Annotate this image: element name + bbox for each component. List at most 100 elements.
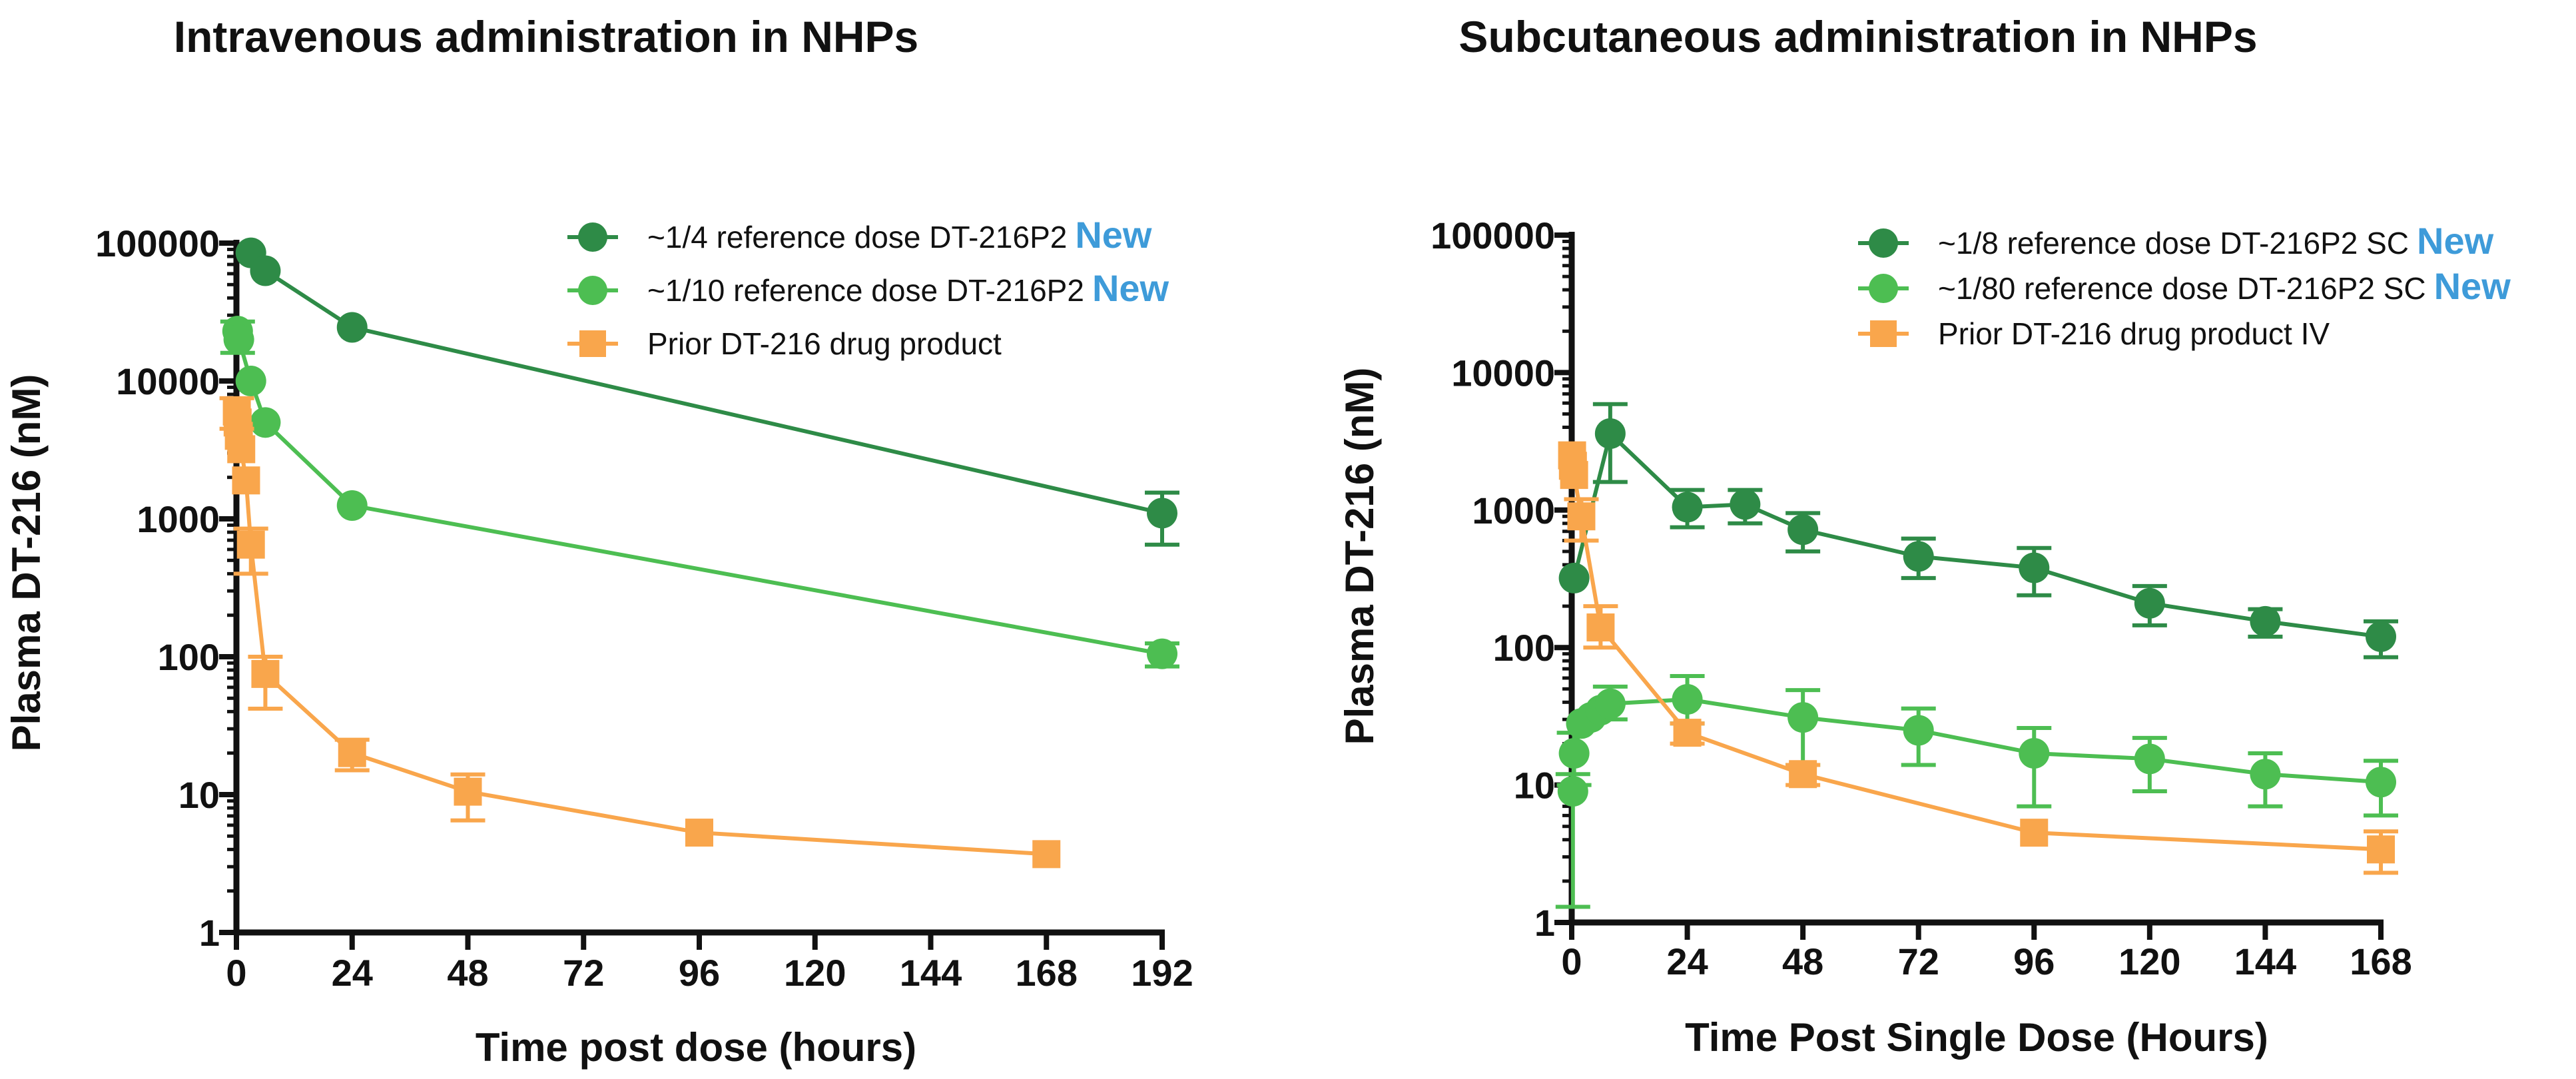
data-point bbox=[1594, 688, 1626, 719]
legend-marker bbox=[578, 276, 607, 305]
legend-sc: ~1/8 reference dose DT-216P2 SC New~1/80 … bbox=[1858, 220, 2511, 351]
data-point bbox=[1672, 683, 1703, 715]
x-tick-label: 72 bbox=[1898, 940, 1939, 982]
data-point bbox=[1787, 514, 1819, 545]
legend-label: ~1/8 reference dose DT-216P2 SC bbox=[1938, 226, 2409, 260]
y-tick-label: 100 bbox=[158, 636, 220, 678]
data-point bbox=[1787, 702, 1819, 733]
data-point bbox=[235, 366, 266, 396]
data-point bbox=[1147, 498, 1177, 529]
x-tick-label: 192 bbox=[1131, 952, 1193, 994]
y-tick-label: 100000 bbox=[95, 222, 220, 264]
chart-iv: Intravenous administration in NHPs Plasm… bbox=[4, 12, 1193, 1070]
plot-area-iv: 1 10 100 1000 10000 100000 0 24 48 72 96 120 144 168 1… bbox=[95, 214, 1193, 994]
y-tick-label: 10000 bbox=[116, 360, 220, 402]
data-point bbox=[2250, 605, 2281, 637]
x-tick-label: 96 bbox=[679, 952, 720, 994]
x-tick-label: 120 bbox=[784, 952, 846, 994]
data-point bbox=[2250, 759, 2281, 790]
x-tick-label: 96 bbox=[2013, 940, 2055, 982]
x-tick-label: 48 bbox=[447, 952, 488, 994]
legend-iv: ~1/4 reference dose DT-216P2 New~1/10 ref… bbox=[567, 214, 1169, 361]
legend-item: Prior DT-216 drug product bbox=[567, 326, 1002, 361]
new-badge: New bbox=[1092, 267, 1169, 309]
new-badge: New bbox=[1075, 214, 1152, 256]
legend-label: ~1/4 reference dose DT-216P2 bbox=[647, 220, 1067, 254]
x-axis-label-iv: Time post dose (hours) bbox=[476, 1025, 916, 1070]
y-tick-label: 10000 bbox=[1451, 352, 1555, 394]
legend-marker bbox=[579, 330, 606, 357]
x-axis-label-sc: Time Post Single Dose (Hours) bbox=[1685, 1015, 2268, 1060]
legend-label: Prior DT-216 drug product bbox=[647, 326, 1002, 361]
legend-label: ~1/10 reference dose DT-216P2 bbox=[647, 273, 1084, 308]
x-tick-label: 168 bbox=[1016, 952, 1078, 994]
data-point bbox=[1903, 541, 1934, 572]
x-tick-label: 24 bbox=[1666, 940, 1708, 982]
new-badge: New bbox=[2434, 265, 2511, 307]
y-tick-label: 1 bbox=[1534, 902, 1555, 944]
x-tick-label: 72 bbox=[563, 952, 604, 994]
legend-label: Prior DT-216 drug product IV bbox=[1938, 316, 2330, 351]
data-point bbox=[336, 312, 368, 343]
chart-title-sc: Subcutaneous administration in NHPs bbox=[1458, 12, 2257, 61]
data-point bbox=[251, 659, 280, 688]
x-tick-label: 24 bbox=[332, 952, 373, 994]
plot-area-sc: 1 10 100 1000 10000 100000 0 24 48 72 96 120 144 168 ~… bbox=[1431, 214, 2511, 982]
data-point bbox=[1673, 719, 1702, 747]
y-tick-label: 100000 bbox=[1431, 214, 1555, 256]
legend-marker bbox=[1869, 228, 1898, 258]
legend-item: Prior DT-216 drug product IV bbox=[1858, 316, 2330, 351]
new-badge: New bbox=[2417, 220, 2494, 262]
data-point bbox=[2367, 835, 2395, 864]
legend-marker bbox=[578, 222, 607, 252]
data-point bbox=[338, 739, 366, 767]
y-axis-label-sc: Plasma DT-216 (nM) bbox=[1337, 368, 1382, 745]
data-point bbox=[685, 819, 713, 847]
legend-marker bbox=[1869, 274, 1898, 303]
data-point bbox=[2366, 621, 2396, 652]
y-tick-label: 10 bbox=[1514, 765, 1555, 807]
data-point bbox=[2134, 743, 2165, 775]
chart-sc: Subcutaneous administration in NHPs Plas… bbox=[1337, 12, 2511, 1060]
data-point bbox=[236, 530, 265, 559]
data-point bbox=[2134, 587, 2165, 619]
series-sc-2 bbox=[1558, 441, 2398, 875]
legend-label: ~1/80 reference dose DT-216P2 SC bbox=[1938, 271, 2426, 306]
data-point bbox=[1147, 638, 1177, 669]
data-point bbox=[1032, 840, 1061, 869]
y-axis-label-iv: Plasma DT-216 (nM) bbox=[4, 374, 49, 752]
data-point bbox=[232, 466, 260, 495]
data-point bbox=[1586, 613, 1615, 642]
data-point bbox=[227, 435, 256, 464]
data-point bbox=[2019, 738, 2050, 769]
y-tick-label: 10 bbox=[178, 774, 220, 816]
data-point bbox=[1730, 489, 1761, 520]
legend-item: ~1/4 reference dose DT-216P2 New bbox=[567, 214, 1152, 256]
data-point bbox=[250, 255, 281, 286]
series-iv-2 bbox=[219, 396, 1061, 869]
data-point bbox=[1672, 492, 1703, 523]
y-tick-label: 1 bbox=[199, 912, 220, 954]
series-line bbox=[235, 330, 1163, 656]
data-point bbox=[2366, 767, 2396, 798]
x-tick-label: 120 bbox=[2118, 940, 2180, 982]
legend-item: ~1/10 reference dose DT-216P2 New bbox=[567, 267, 1169, 309]
data-point bbox=[1560, 461, 1588, 490]
data-point bbox=[1567, 502, 1596, 531]
data-point bbox=[2019, 552, 2050, 583]
x-tick-label: 144 bbox=[900, 952, 962, 994]
x-tick-label: 0 bbox=[226, 952, 246, 994]
chart-title-iv: Intravenous administration in NHPs bbox=[174, 12, 919, 61]
data-point bbox=[1557, 776, 1588, 807]
legend-item: ~1/8 reference dose DT-216P2 SC New bbox=[1858, 220, 2494, 262]
x-tick-label: 168 bbox=[2350, 940, 2412, 982]
series-line bbox=[234, 411, 1047, 857]
series-iv-1 bbox=[220, 316, 1179, 669]
data-point bbox=[2020, 819, 2049, 847]
data-point bbox=[1789, 760, 1817, 789]
y-tick-label: 100 bbox=[1493, 627, 1555, 669]
x-tick-label: 144 bbox=[2234, 940, 2296, 982]
x-tick-label: 0 bbox=[1561, 940, 1582, 982]
data-point bbox=[1594, 418, 1626, 449]
